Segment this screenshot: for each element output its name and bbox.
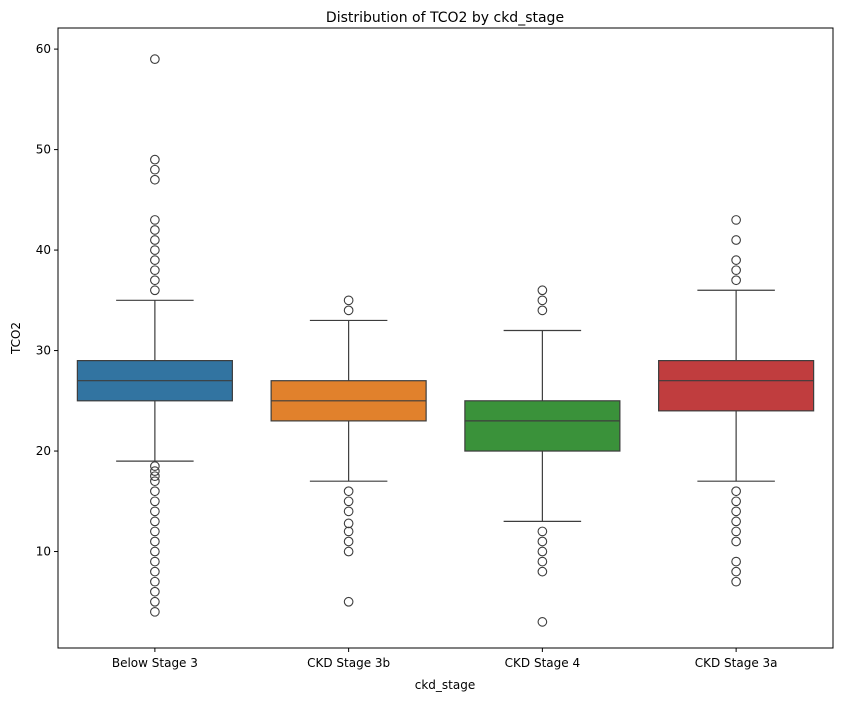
outlier-point [343,496,354,507]
outlier-point [150,285,160,296]
outlier-point [150,536,160,547]
outlier-point [150,466,160,476]
outlier-point [537,285,548,296]
outlier-point [150,556,160,567]
outlier-point [537,566,548,577]
outlier-point [150,576,160,587]
outlier-point [343,526,354,537]
outlier-point [150,516,160,527]
outlier-point [537,305,548,316]
outlier-point [150,546,160,557]
outlier-point [150,486,160,497]
outlier-point [343,596,354,607]
outlier-point [343,536,354,547]
box-iqr [658,360,815,412]
outlier-point [731,556,741,567]
outlier-point [343,546,354,557]
outlier-point [150,566,160,577]
outlier-point [150,275,160,286]
outlier-point [150,596,160,607]
outlier-point [731,536,741,547]
y-tick-label: 60 [36,42,51,56]
outlier-point [150,225,160,235]
outlier-point [731,265,741,276]
x-tick-label: CKD Stage 3b [307,656,390,670]
outlier-point [731,255,741,265]
outlier-point [731,506,741,517]
outlier-point [343,506,354,517]
outlier-point [150,235,160,245]
outlier-point [150,471,160,482]
outlier-point [731,576,741,587]
outlier-point [731,526,741,537]
outlier-point [537,295,548,306]
outlier-point [150,461,160,471]
outlier-point [150,496,160,507]
outlier-point [150,526,160,537]
outlier-point [537,617,548,627]
outlier-point [150,154,160,165]
outlier-point [150,164,160,175]
x-tick-label: CKD Stage 4 [505,656,580,670]
box-iqr [464,400,621,452]
y-tick-label: 10 [36,545,51,559]
outlier-point [731,235,741,245]
y-tick-label: 20 [36,444,51,458]
outlier-point [150,255,160,265]
outlier-point [150,215,160,225]
outlier-point [343,518,354,529]
x-axis-label: ckd_stage [415,678,475,692]
y-tick-label: 30 [36,344,51,358]
y-tick-label: 40 [36,243,51,257]
outlier-point [731,275,741,286]
outlier-point [731,486,741,497]
outlier-point [150,54,160,65]
chart-title: Distribution of TCO2 by ckd_stage [326,10,564,26]
outlier-point [150,506,160,517]
outlier-point [150,476,160,487]
outlier-point [731,566,741,577]
outlier-point [731,516,741,527]
outlier-point [731,215,741,225]
outlier-point [343,295,354,306]
outlier-point [731,496,741,507]
outlier-point [150,245,160,255]
y-tick-label: 50 [36,143,51,157]
outlier-point [343,486,354,497]
outlier-point [343,305,354,316]
outlier-point [150,606,160,617]
y-axis-label: TCO2 [9,322,23,355]
plot-frame [57,27,834,649]
outlier-point [537,536,548,547]
outlier-point [537,546,548,557]
plot-area: 10 20 30 40 50 60 Below Stage 3 CKD Stage 3b CKD… [36,42,815,670]
outlier-point [150,174,160,185]
outlier-point [150,265,160,276]
x-tick-label: CKD Stage 3a [695,656,778,670]
outlier-point [537,526,548,537]
x-tick-label: Below Stage 3 [112,656,198,670]
outlier-point [537,556,548,567]
outlier-point [150,586,160,597]
